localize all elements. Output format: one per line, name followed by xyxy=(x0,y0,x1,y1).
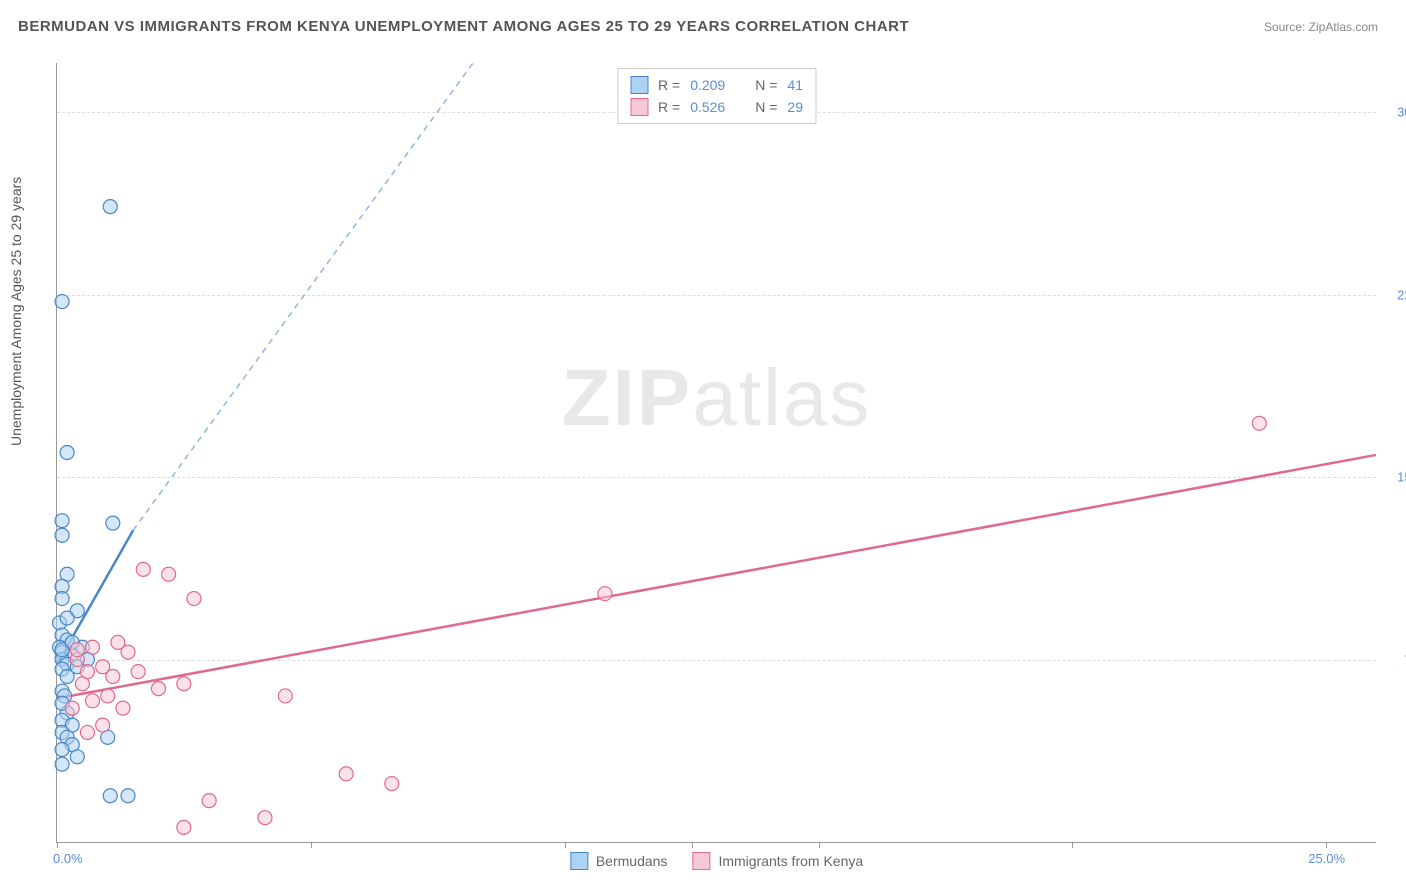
n-value: 41 xyxy=(787,77,803,93)
swatch-icon xyxy=(630,98,648,116)
data-point xyxy=(70,643,84,657)
y-tick-label: 22.5% xyxy=(1397,287,1406,302)
data-point xyxy=(177,677,191,691)
y-axis-label: Unemployment Among Ages 25 to 29 years xyxy=(8,177,24,446)
stats-legend: R = 0.209 N = 41 R = 0.526 N = 29 xyxy=(617,68,816,124)
data-point xyxy=(106,516,120,530)
swatch-icon xyxy=(692,852,710,870)
plot-svg xyxy=(57,63,1376,842)
data-point xyxy=(162,567,176,581)
r-value: 0.209 xyxy=(690,77,725,93)
legend-item: Immigrants from Kenya xyxy=(692,852,863,870)
data-point xyxy=(278,689,292,703)
source-label: Source: ZipAtlas.com xyxy=(1264,20,1378,34)
r-label: R = xyxy=(658,99,680,115)
data-point xyxy=(202,794,216,808)
data-point xyxy=(131,665,145,679)
chart-title: BERMUDAN VS IMMIGRANTS FROM KENYA UNEMPL… xyxy=(18,18,909,35)
data-point xyxy=(258,811,272,825)
data-point xyxy=(55,592,69,606)
data-point xyxy=(80,665,94,679)
data-point xyxy=(187,592,201,606)
data-point xyxy=(121,789,135,803)
data-point xyxy=(103,789,117,803)
r-value: 0.526 xyxy=(690,99,725,115)
data-point xyxy=(60,611,74,625)
data-point xyxy=(55,514,69,528)
data-point xyxy=(55,528,69,542)
data-point xyxy=(55,295,69,309)
data-point xyxy=(151,682,165,696)
legend-label: Immigrants from Kenya xyxy=(718,853,863,869)
data-point xyxy=(70,750,84,764)
plot-area: ZIPatlas 7.5%15.0%22.5%30.0% R = 0.209 N… xyxy=(56,63,1376,843)
bottom-legend: Bermudans Immigrants from Kenya xyxy=(570,852,863,870)
data-point xyxy=(101,689,115,703)
data-point xyxy=(80,725,94,739)
data-point xyxy=(121,645,135,659)
stats-row: R = 0.209 N = 41 xyxy=(630,74,803,96)
data-point xyxy=(60,446,74,460)
x-tick-0: 0.0% xyxy=(53,851,83,866)
data-point xyxy=(86,694,100,708)
data-point xyxy=(103,200,117,214)
swatch-icon xyxy=(570,852,588,870)
data-point xyxy=(65,701,79,715)
y-tick-label: 15.0% xyxy=(1397,470,1406,485)
data-point xyxy=(1252,416,1266,430)
data-point xyxy=(339,767,353,781)
y-tick-label: 30.0% xyxy=(1397,104,1406,119)
data-point xyxy=(106,669,120,683)
n-label: N = xyxy=(755,99,777,115)
data-point xyxy=(177,820,191,834)
data-point xyxy=(385,777,399,791)
x-tick-25: 25.0% xyxy=(1308,851,1345,866)
data-point xyxy=(55,743,69,757)
data-point xyxy=(60,669,74,683)
trend-line xyxy=(57,455,1376,698)
swatch-icon xyxy=(630,76,648,94)
data-point xyxy=(136,562,150,576)
data-point xyxy=(86,640,100,654)
chart-container: BERMUDAN VS IMMIGRANTS FROM KENYA UNEMPL… xyxy=(8,8,1398,884)
n-value: 29 xyxy=(787,99,803,115)
legend-item: Bermudans xyxy=(570,852,668,870)
data-point xyxy=(55,757,69,771)
legend-label: Bermudans xyxy=(596,853,668,869)
r-label: R = xyxy=(658,77,680,93)
data-point xyxy=(96,718,110,732)
stats-row: R = 0.526 N = 29 xyxy=(630,96,803,118)
n-label: N = xyxy=(755,77,777,93)
trend-dashed xyxy=(133,63,473,530)
data-point xyxy=(598,587,612,601)
data-point xyxy=(116,701,130,715)
